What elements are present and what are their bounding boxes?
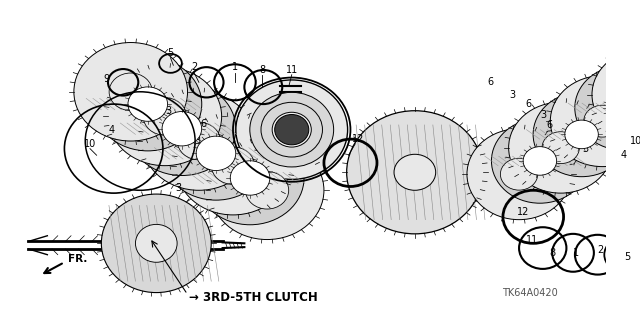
Text: 3: 3 xyxy=(582,144,588,154)
Ellipse shape xyxy=(196,136,236,171)
Text: 5: 5 xyxy=(168,48,173,58)
Text: 6: 6 xyxy=(488,77,493,87)
Ellipse shape xyxy=(394,154,436,190)
Ellipse shape xyxy=(211,141,324,240)
Text: 8: 8 xyxy=(259,65,266,75)
Ellipse shape xyxy=(607,93,640,122)
Ellipse shape xyxy=(142,92,256,190)
Ellipse shape xyxy=(250,93,333,167)
Ellipse shape xyxy=(109,73,152,110)
Ellipse shape xyxy=(625,79,640,111)
Ellipse shape xyxy=(236,80,348,179)
Ellipse shape xyxy=(405,164,424,180)
Text: 6: 6 xyxy=(547,120,552,130)
Text: 3: 3 xyxy=(509,90,515,100)
Text: 5: 5 xyxy=(624,252,630,262)
Text: → 3RD-5TH CLUTCH: → 3RD-5TH CLUTCH xyxy=(189,291,318,304)
Ellipse shape xyxy=(128,87,168,121)
Ellipse shape xyxy=(523,147,557,175)
Ellipse shape xyxy=(550,76,640,167)
Ellipse shape xyxy=(108,67,221,166)
Ellipse shape xyxy=(261,102,323,157)
Ellipse shape xyxy=(177,122,221,160)
Ellipse shape xyxy=(492,119,588,203)
Text: 6: 6 xyxy=(239,172,244,182)
Ellipse shape xyxy=(162,112,202,146)
Ellipse shape xyxy=(533,92,630,177)
Ellipse shape xyxy=(176,116,290,215)
Text: 8: 8 xyxy=(549,248,556,258)
Text: 3: 3 xyxy=(166,106,172,116)
Ellipse shape xyxy=(128,82,236,175)
Ellipse shape xyxy=(575,66,640,150)
Ellipse shape xyxy=(275,115,308,145)
Ellipse shape xyxy=(616,39,640,124)
Ellipse shape xyxy=(101,194,211,293)
Ellipse shape xyxy=(136,224,177,262)
Text: 2: 2 xyxy=(191,62,197,72)
Text: 4: 4 xyxy=(620,150,627,160)
Ellipse shape xyxy=(509,102,613,193)
Ellipse shape xyxy=(397,157,433,188)
Ellipse shape xyxy=(230,161,270,195)
Text: 6: 6 xyxy=(200,119,207,129)
Ellipse shape xyxy=(196,131,304,225)
Text: 6: 6 xyxy=(217,148,223,158)
Ellipse shape xyxy=(162,107,270,200)
Text: 11: 11 xyxy=(285,65,298,75)
Ellipse shape xyxy=(565,120,598,149)
Ellipse shape xyxy=(143,98,186,135)
Text: 2: 2 xyxy=(597,245,604,255)
Text: 10: 10 xyxy=(84,139,96,149)
Ellipse shape xyxy=(211,147,255,184)
Ellipse shape xyxy=(592,49,640,140)
Ellipse shape xyxy=(542,132,579,164)
Text: 12: 12 xyxy=(352,134,364,144)
Text: 3: 3 xyxy=(175,183,181,193)
Text: 1: 1 xyxy=(573,248,579,258)
Text: 4: 4 xyxy=(109,125,115,135)
Text: 6: 6 xyxy=(525,99,532,109)
Text: 1: 1 xyxy=(232,62,238,72)
Ellipse shape xyxy=(272,112,311,147)
Ellipse shape xyxy=(246,172,289,209)
Text: 9: 9 xyxy=(103,74,109,85)
Text: 3: 3 xyxy=(194,136,200,146)
Ellipse shape xyxy=(467,129,571,220)
Text: 3: 3 xyxy=(565,130,572,139)
Text: 3: 3 xyxy=(541,109,547,120)
Text: 3: 3 xyxy=(205,162,211,172)
Text: 10: 10 xyxy=(630,136,640,146)
Ellipse shape xyxy=(74,42,188,141)
Ellipse shape xyxy=(584,105,621,137)
Text: FR.: FR. xyxy=(68,255,88,264)
Ellipse shape xyxy=(347,111,483,234)
Ellipse shape xyxy=(94,57,202,151)
Ellipse shape xyxy=(500,158,538,190)
Text: TK64A0420: TK64A0420 xyxy=(502,288,557,298)
Text: 11: 11 xyxy=(526,235,538,246)
Text: 12: 12 xyxy=(516,207,529,217)
